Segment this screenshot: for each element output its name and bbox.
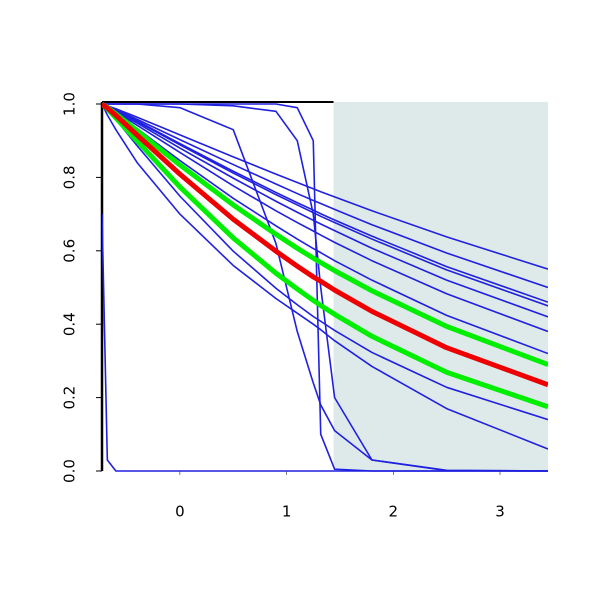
y-tick-label: 0.4 bbox=[61, 312, 79, 336]
y-tick-label: 1.0 bbox=[61, 92, 79, 116]
series-line bbox=[102, 103, 548, 318]
x-tick-label: 2 bbox=[389, 503, 399, 521]
x-tick-label: 3 bbox=[495, 503, 505, 521]
series-line bbox=[102, 103, 548, 450]
y-tick-label: 0.0 bbox=[61, 459, 79, 483]
series-line bbox=[102, 103, 548, 270]
x-tick-label: 1 bbox=[282, 503, 292, 521]
shaded-region bbox=[333, 102, 548, 471]
series-line bbox=[102, 103, 548, 472]
y-tick-label: 0.6 bbox=[61, 239, 79, 263]
series-line bbox=[102, 102, 548, 388]
x-tick-label: 0 bbox=[175, 503, 185, 521]
y-tick-label: 0.8 bbox=[61, 165, 79, 189]
y-tick-label: 0.2 bbox=[61, 386, 79, 410]
